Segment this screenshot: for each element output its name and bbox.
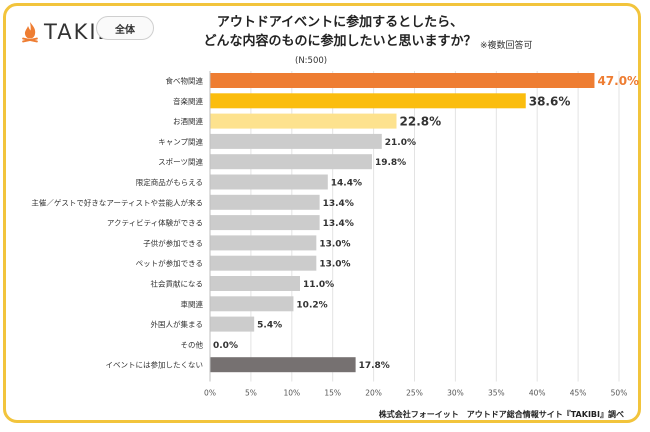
bar [210, 133, 382, 149]
value-label: 11.0% [303, 280, 334, 290]
x-tick-label: 50% [611, 389, 628, 398]
value-label: 17.8% [359, 361, 390, 371]
source-credit: 株式会社フォーイット アウトドア総合情報サイト『TAKIBI』調べ [378, 410, 624, 419]
category-label: イベントには参加したくない [106, 360, 204, 370]
category-label: 食べ物関連 [166, 76, 204, 86]
category-label: 子供が参加できる [143, 238, 203, 248]
multiple-answer-note: ※複数回答可 [480, 41, 533, 51]
category-label: 限定商品がもらえる [136, 177, 203, 187]
bar [210, 296, 294, 312]
bar [210, 215, 320, 231]
category-label: アクティビティ体験ができる [107, 218, 203, 228]
value-label: 47.0% [597, 74, 639, 88]
category-label: お酒関連 [173, 116, 203, 126]
value-label: 13.0% [319, 260, 350, 270]
category-label: 主催／ゲストで好きなアーティストや芸能人が来る [31, 197, 203, 207]
sample-size: (N:500) [295, 56, 328, 66]
value-label: 13.4% [323, 199, 354, 209]
category-label: その他 [181, 339, 204, 349]
bar [210, 93, 526, 109]
category-label: ペットが参加できる [136, 258, 203, 268]
chart-title-line-2: どんな内容のものに参加したいと思いますか？ [203, 34, 477, 49]
category-label: 外国人が集まる [151, 319, 204, 329]
x-tick-label: 0% [204, 389, 216, 398]
x-tick-label: 20% [365, 389, 382, 398]
bar [210, 113, 397, 129]
bar [210, 194, 320, 210]
value-label: 0.0% [213, 341, 238, 351]
value-label: 14.4% [331, 179, 362, 189]
value-label: 19.8% [375, 158, 406, 168]
value-label: 10.2% [296, 300, 327, 310]
x-tick-label: 10% [283, 389, 300, 398]
bar [210, 174, 328, 190]
value-label: 5.4% [257, 321, 282, 331]
category-label: 車関連 [181, 299, 204, 309]
category-label: 社会貢献になる [151, 279, 204, 289]
value-label: 13.4% [323, 219, 354, 229]
x-tick-label: 40% [529, 389, 546, 398]
x-tick-label: 25% [406, 389, 423, 398]
value-label: 21.0% [385, 138, 416, 148]
segment-tag: 全体 [96, 16, 154, 40]
bar [210, 255, 317, 271]
x-tick-label: 30% [447, 389, 464, 398]
chart-title-line-1: アウトドアイベントに参加するとしたら、 [216, 15, 464, 30]
chart-title: アウトドアイベントに参加するとしたら、 どんな内容のものに参加したいと思いますか… [160, 13, 520, 51]
x-tick-label: 5% [245, 389, 257, 398]
bar [210, 73, 595, 88]
category-label: キャンプ関連 [158, 136, 203, 146]
flame-icon [22, 22, 38, 43]
category-label: 音楽関連 [173, 96, 203, 106]
value-label: 22.8% [400, 115, 442, 129]
value-label: 13.0% [319, 239, 350, 249]
x-tick-label: 35% [488, 389, 505, 398]
bar [210, 235, 317, 251]
bar [210, 357, 356, 373]
category-label: スポーツ関連 [158, 157, 203, 167]
bar [210, 276, 300, 291]
bar [210, 316, 255, 332]
value-label: 38.6% [529, 94, 571, 108]
bar [210, 154, 372, 170]
x-tick-label: 45% [570, 389, 587, 398]
x-tick-label: 15% [324, 389, 341, 398]
